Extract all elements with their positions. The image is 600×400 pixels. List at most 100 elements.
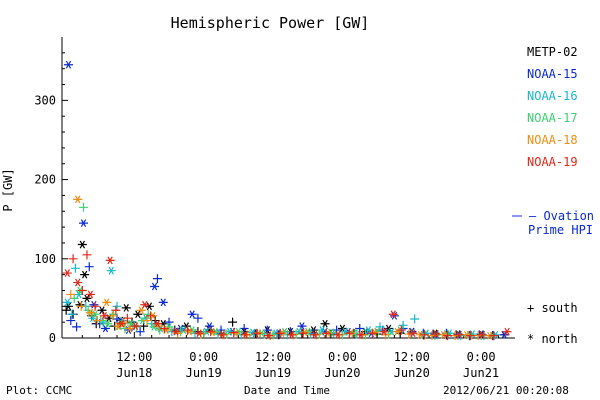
data-point-north xyxy=(106,266,116,275)
data-point-north xyxy=(502,327,512,336)
x-ticks: 12:00 Jun18 0:00 Jun19 12:00 Jun19 0:00 Jun20 12… xyxy=(81,332,499,380)
x-tick-date: Jun19 xyxy=(186,366,222,380)
data-point-north xyxy=(499,330,509,339)
x-axis-label: Date and Time xyxy=(244,384,330,397)
data-point-south xyxy=(398,320,408,330)
x-tick-label: 12:00 xyxy=(116,350,152,364)
data-point-south xyxy=(72,322,82,332)
x-tick-date: Jun20 xyxy=(394,366,430,380)
y-ticks: 0 100 200 300 xyxy=(34,52,68,345)
x-tick-label: 0:00 xyxy=(328,350,357,364)
data-point-north xyxy=(105,256,115,265)
data-point-north xyxy=(78,219,88,228)
x-tick-date: Jun19 xyxy=(255,366,291,380)
data-point-north xyxy=(280,327,290,336)
data-points xyxy=(61,60,512,341)
series-noaa-17 xyxy=(69,202,498,341)
data-point-south xyxy=(164,317,174,327)
data-point-south xyxy=(410,314,420,324)
data-point-south xyxy=(443,331,453,341)
data-point-south xyxy=(183,325,193,335)
ovation-label-line2: Prime HPI xyxy=(528,223,593,237)
data-point-south xyxy=(252,328,262,338)
data-point-north xyxy=(152,319,162,328)
data-point-south xyxy=(84,262,94,272)
data-point-south xyxy=(76,301,86,311)
data-point-north xyxy=(131,322,141,331)
data-point-south xyxy=(68,254,78,264)
data-point-north xyxy=(121,303,131,312)
data-point-north xyxy=(77,240,87,249)
data-point-south xyxy=(70,263,80,273)
data-point-south xyxy=(375,322,385,332)
data-point-north xyxy=(85,290,95,299)
data-point-north xyxy=(117,319,127,328)
data-point-north xyxy=(356,330,366,339)
data-point-north xyxy=(431,330,441,338)
x-tick-date: Jun21 xyxy=(463,366,499,380)
data-point-south xyxy=(321,328,331,338)
data-point-north xyxy=(333,330,343,339)
data-point-north xyxy=(62,298,72,307)
series-noaa-19 xyxy=(62,250,512,341)
series-noaa-15 xyxy=(63,60,509,341)
axes xyxy=(61,37,515,339)
data-point-north xyxy=(85,308,95,317)
data-point-south xyxy=(111,305,121,315)
data-point-south xyxy=(355,323,365,333)
data-point-north xyxy=(73,195,83,204)
data-point-north xyxy=(80,270,90,279)
data-point-south xyxy=(298,328,308,338)
data-point-north xyxy=(379,327,389,336)
data-point-south xyxy=(92,316,102,326)
x-tick-label: 12:00 xyxy=(255,350,291,364)
data-point-north xyxy=(462,330,472,339)
data-point-south xyxy=(90,301,100,311)
data-point-south xyxy=(142,316,152,326)
data-point-north xyxy=(75,300,85,309)
data-point-north xyxy=(99,311,109,320)
data-point-south xyxy=(206,327,216,337)
x-tick-date: Jun20 xyxy=(324,366,360,380)
legend-entry: NOAA-17 xyxy=(527,111,578,125)
data-point-north xyxy=(150,282,160,291)
y-axis-label: P [GW] xyxy=(1,168,15,211)
data-point-north xyxy=(102,298,112,307)
data-point-north xyxy=(164,323,174,331)
data-point-south xyxy=(77,285,87,295)
data-point-south xyxy=(82,250,92,260)
legend-entry: NOAA-15 xyxy=(527,67,578,81)
x-tick-label: 12:00 xyxy=(394,350,430,364)
data-point-south xyxy=(275,328,285,338)
series-metp-02 xyxy=(61,240,509,341)
footer-timestamp: 2012/06/21 00:20:08 xyxy=(443,384,569,397)
ovation-label-line1: — Ovation xyxy=(529,209,594,223)
data-point-south xyxy=(466,331,476,341)
data-point-north xyxy=(454,330,464,339)
data-point-south xyxy=(229,327,239,337)
data-point-south xyxy=(122,313,132,323)
data-point-south xyxy=(66,289,76,299)
data-point-south xyxy=(367,328,377,338)
data-point-north xyxy=(194,329,204,338)
data-point-south xyxy=(239,323,249,333)
y-tick-label: 0 xyxy=(49,331,56,345)
data-point-south xyxy=(489,331,499,341)
data-point-south xyxy=(419,330,429,340)
y-tick-label: 200 xyxy=(34,173,56,187)
data-point-south xyxy=(193,313,203,323)
data-point-south xyxy=(67,309,77,319)
data-point-south xyxy=(396,325,406,335)
data-point-south xyxy=(159,323,169,333)
data-point-south xyxy=(66,316,76,326)
data-point-north xyxy=(310,330,320,339)
legend-entry: METP-02 xyxy=(527,45,578,59)
data-point-south xyxy=(112,314,122,324)
y-tick-label: 100 xyxy=(34,252,56,266)
data-point-north xyxy=(62,269,72,277)
data-point-north xyxy=(439,330,449,339)
data-point-north xyxy=(408,329,418,338)
footer-plot-credit: Plot: CCMC xyxy=(6,384,72,397)
data-point-north xyxy=(149,323,159,331)
